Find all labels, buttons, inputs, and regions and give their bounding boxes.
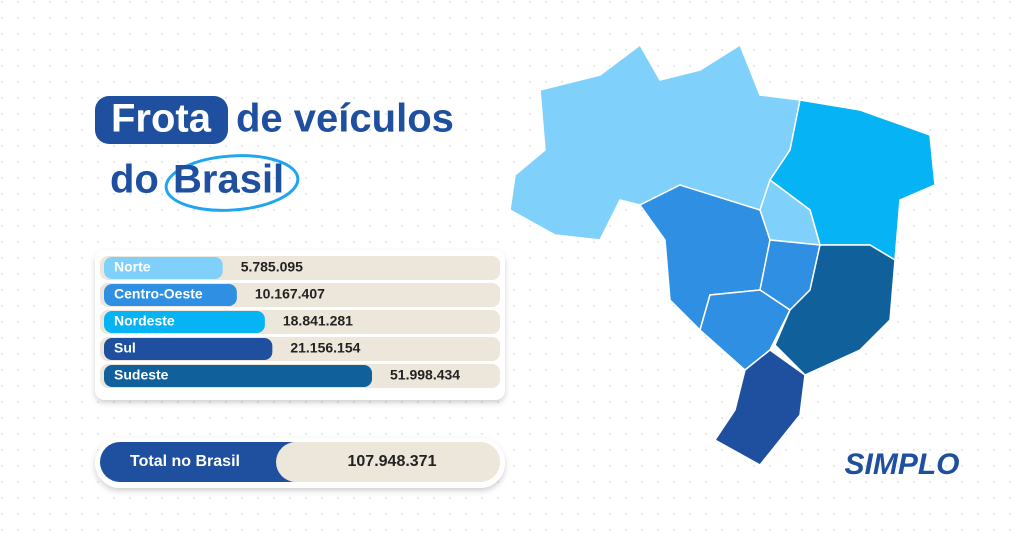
value-label: 5.785.095 — [241, 259, 303, 275]
bar — [104, 284, 237, 306]
total-value-pill — [276, 442, 500, 482]
category-label: Norte — [114, 259, 151, 275]
bar — [104, 311, 265, 333]
category-label: Nordeste — [114, 313, 175, 329]
title-part: do — [110, 158, 159, 202]
category-label: Sul — [114, 340, 136, 356]
value-label: 18.841.281 — [283, 313, 353, 329]
bar — [104, 338, 273, 360]
title-ring — [164, 154, 300, 212]
title-part: de veículos — [236, 97, 454, 141]
title-part: Brasil — [173, 158, 284, 202]
total-value: 107.948.371 — [348, 453, 437, 470]
total-badge — [100, 442, 310, 482]
category-label: Sudeste — [114, 367, 169, 383]
category-label: Centro-Oeste — [114, 286, 203, 302]
title-part: Frota — [111, 97, 212, 141]
total-label: Total no Brasil — [130, 453, 240, 470]
brand-logo: SIMPLO — [844, 448, 959, 481]
value-label: 51.998.434 — [390, 367, 460, 383]
title-badge — [95, 96, 228, 144]
value-label: 10.167.407 — [255, 286, 325, 302]
brazil-map — [509, 43, 936, 466]
bar — [104, 365, 372, 387]
value-label: 21.156.154 — [290, 340, 360, 356]
bar — [104, 257, 223, 279]
